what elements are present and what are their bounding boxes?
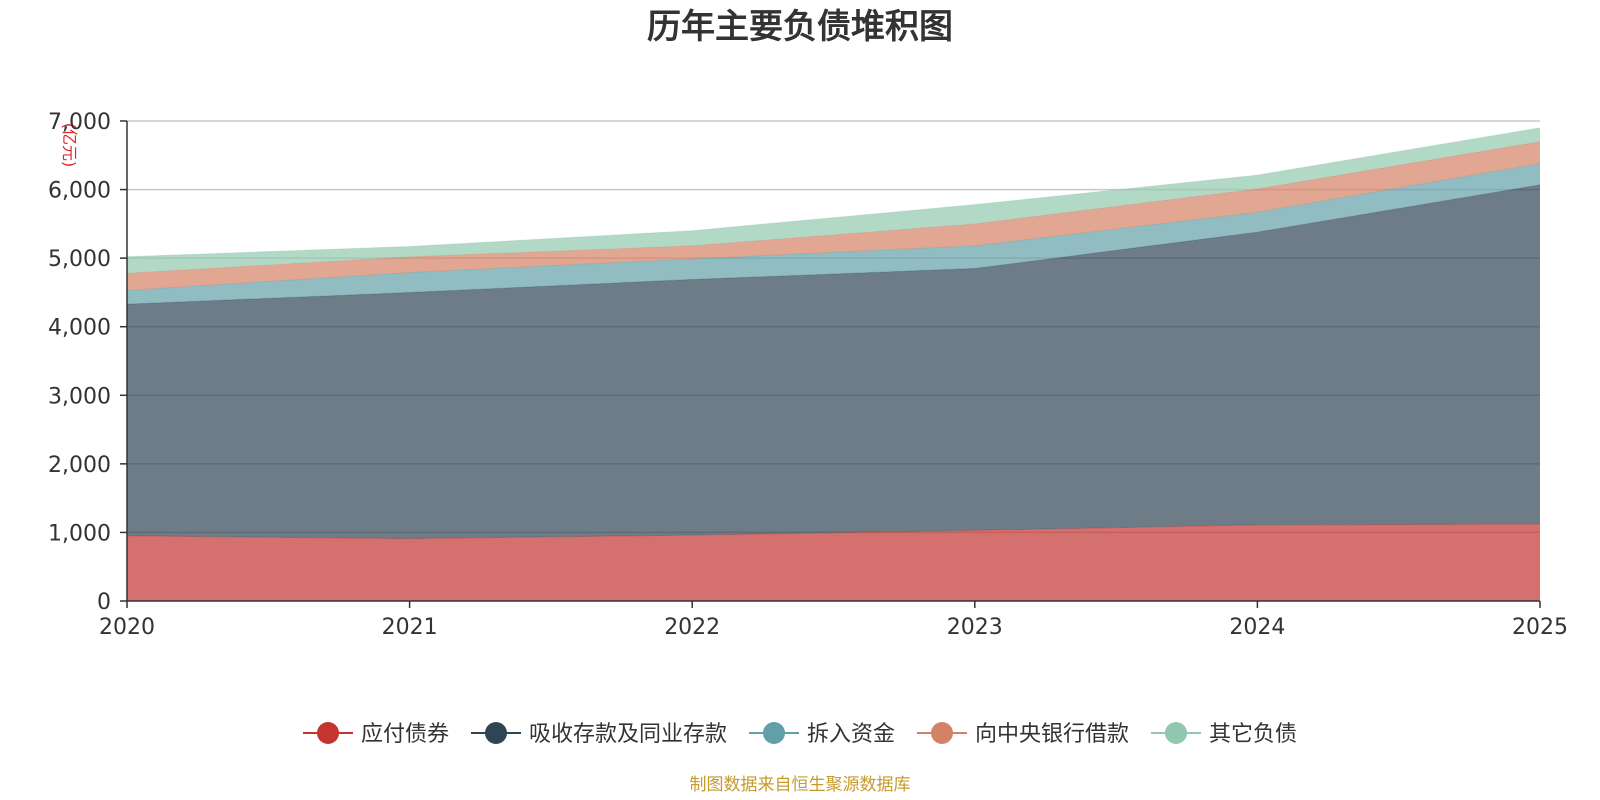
legend-label: 其它负债: [1209, 722, 1297, 747]
x-tick-label: 2020: [99, 615, 155, 640]
area-series-1: [127, 524, 1540, 601]
area-series-2: [127, 184, 1540, 539]
legend[interactable]: 应付债券 吸收存款及同业存款 拆入资金 向中央银行借款 其它负债: [303, 722, 1297, 747]
legend-item[interactable]: 应付债券: [303, 722, 449, 747]
legend-label: 吸收存款及同业存款: [529, 722, 727, 747]
area-series-4: [127, 141, 1540, 291]
data-source-note: 制图数据来自恒生聚源数据库: [690, 775, 911, 795]
legend-label: 向中央银行借款: [975, 722, 1129, 747]
legend-marker: [763, 722, 785, 744]
area-series-3: [127, 163, 1540, 305]
y-tick-label: 5,000: [48, 247, 111, 272]
legend-label: 应付债券: [361, 722, 449, 747]
y-axis-unit-label: (亿元): [60, 123, 79, 168]
y-tick-label: 7,000: [48, 110, 111, 135]
axes: 0 1,000 2,000 3,000 4,000 5,000 6,000 7,000 2020…: [48, 110, 1568, 640]
x-tick-label: 2025: [1512, 615, 1568, 640]
x-tick-label: 2024: [1229, 615, 1285, 640]
legend-label: 拆入资金: [807, 722, 895, 747]
y-tick-label: 1,000: [48, 521, 111, 546]
legend-marker: [931, 722, 953, 744]
legend-item[interactable]: 其它负债: [1151, 722, 1297, 747]
y-tick-label: 3,000: [48, 384, 111, 409]
y-tick-label: 2,000: [48, 453, 111, 478]
y-tick-label: 0: [97, 590, 111, 615]
x-tick-label: 2023: [947, 615, 1003, 640]
legend-marker: [317, 722, 339, 744]
legend-item[interactable]: 拆入资金: [749, 722, 895, 747]
legend-item[interactable]: 向中央银行借款: [917, 722, 1129, 747]
legend-marker: [1165, 722, 1187, 744]
chart-title: 历年主要负债堆积图: [647, 7, 953, 47]
x-tick-label: 2021: [382, 615, 438, 640]
area-series-2-edge: [126, 184, 1541, 305]
area-series-group: [126, 127, 1541, 601]
legend-item[interactable]: 吸收存款及同业存款: [471, 722, 727, 747]
x-tick-label: 2022: [664, 615, 720, 640]
y-tick-label: 6,000: [48, 179, 111, 204]
area-series-5: [127, 127, 1540, 274]
y-tick-label: 4,000: [48, 316, 111, 341]
area-series-5-edge: [126, 127, 1541, 258]
legend-marker: [485, 722, 507, 744]
